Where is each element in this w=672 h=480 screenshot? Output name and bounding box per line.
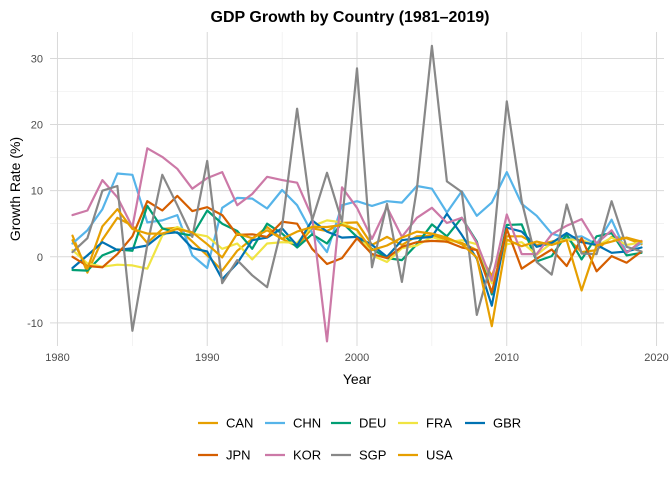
y-tick-label: 0 — [37, 252, 43, 264]
y-tick-label: 20 — [31, 120, 43, 132]
series-lines — [71, 44, 643, 343]
legend-label-usa: USA — [426, 448, 453, 463]
x-axis-label: Year — [343, 371, 372, 387]
y-axis-label: Growth Rate (%) — [7, 137, 23, 241]
series-line-jpn — [71, 194, 643, 294]
series-line-usa — [71, 208, 643, 328]
legend-label-fra: FRA — [426, 416, 452, 431]
x-tick-label: 2020 — [644, 352, 668, 364]
legend-label-deu: DEU — [359, 416, 386, 431]
legend-label-kor: KOR — [293, 448, 321, 463]
tick-labels: 1980 1990 2000 2010 2020 -10 0 10 20 30 — [27, 53, 669, 364]
x-tick-label: 1990 — [195, 352, 219, 364]
y-tick-label: 10 — [31, 186, 43, 198]
chart-title: GDP Growth by Country (1981–2019) — [211, 9, 490, 26]
series-line-sgp — [71, 44, 643, 332]
y-tick-label: 30 — [31, 53, 43, 65]
legend-label-chn: CHN — [293, 416, 321, 431]
y-tick-label: -10 — [27, 318, 43, 330]
legend-label-gbr: GBR — [493, 416, 521, 431]
x-tick-label: 2010 — [495, 352, 519, 364]
series-line-chn — [71, 171, 643, 270]
legend-label-sgp: SGP — [359, 448, 386, 463]
legend-label-jpn: JPN — [226, 448, 251, 463]
series-line-kor — [71, 147, 643, 343]
legend: CAN CHN DEU FRA GBR JPN KOR SGP USA — [198, 416, 521, 463]
legend-label-can: CAN — [226, 416, 253, 431]
x-tick-label: 2000 — [345, 352, 369, 364]
x-tick-label: 1980 — [45, 352, 69, 364]
